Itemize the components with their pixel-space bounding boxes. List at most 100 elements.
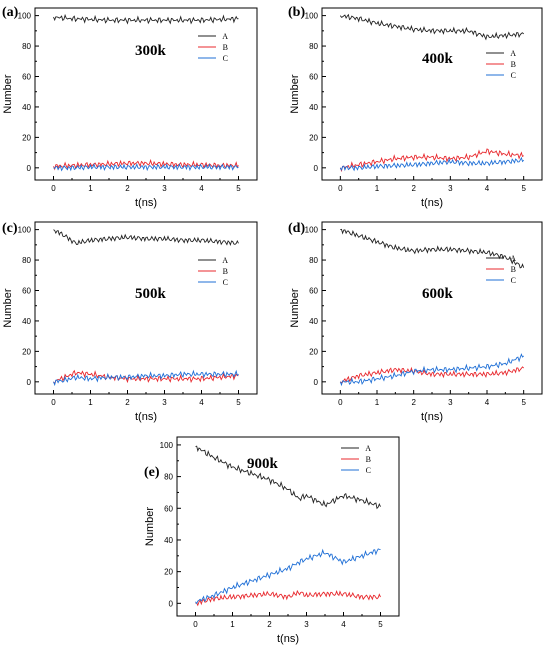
plot-frame <box>321 221 543 395</box>
x-tick-label: 1 <box>88 184 93 193</box>
panel-400k: 0 1 2 3 4 5 0 20 40 60 80 100 t(ns) Number (b) 400k ABC <box>288 5 543 209</box>
temperature-label: 500k <box>135 286 167 302</box>
legend-label-B: B <box>223 43 228 52</box>
x-tick-label: 4 <box>485 398 490 407</box>
temperature-label: 300k <box>135 43 167 59</box>
x-tick-label: 1 <box>375 398 380 407</box>
y-tick-label: 80 <box>309 256 318 265</box>
panel-300k: 0 1 2 3 4 5 0 20 40 60 80 100 t(ns) Number (a) 300k ABC <box>2 5 258 209</box>
y-tick-label: 40 <box>22 103 31 112</box>
legend-label-C: C <box>511 71 516 80</box>
y-tick-label: 60 <box>309 286 318 295</box>
legend-label-A: A <box>222 32 228 41</box>
series-B-line <box>339 148 524 173</box>
temperature-label: 400k <box>422 51 454 67</box>
y-tick-label: 0 <box>169 599 174 608</box>
x-axis-label: t(ns) <box>277 633 299 645</box>
y-tick-label: 40 <box>309 317 318 326</box>
x-tick-label: 3 <box>304 620 309 629</box>
panel-label: (a) <box>2 5 19 20</box>
x-tick-label: 4 <box>485 184 490 193</box>
y-tick-label: 60 <box>22 72 31 81</box>
x-tick-label: 2 <box>411 184 416 193</box>
y-axis-label: Number <box>289 74 301 113</box>
y-tick-label: 20 <box>22 347 31 356</box>
series-B-line <box>195 589 381 607</box>
y-tick-label: 100 <box>18 226 32 235</box>
x-tick-label: 2 <box>125 184 130 193</box>
x-tick-label: 2 <box>125 398 130 407</box>
series-C-line <box>53 369 239 387</box>
series-B-line <box>340 366 525 383</box>
x-tick-label: 2 <box>267 620 272 629</box>
legend-label-B: B <box>511 60 516 69</box>
y-tick-label: 20 <box>164 568 173 577</box>
y-tick-label: 40 <box>22 317 31 326</box>
panel-900k: 0 1 2 3 4 5 0 20 40 60 80 100 t(ns) Number (e) 900k ABC <box>144 436 400 645</box>
legend-label-C: C <box>366 466 371 475</box>
plot-frame <box>34 221 258 395</box>
y-tick-label: 0 <box>314 164 319 173</box>
series-C-line <box>195 548 381 605</box>
legend-label-B: B <box>366 455 371 464</box>
y-tick-label: 20 <box>309 347 318 356</box>
y-tick-label: 60 <box>164 504 173 513</box>
series-C-line <box>339 353 525 387</box>
x-tick-label: 5 <box>521 398 526 407</box>
x-tick-label: 4 <box>199 398 204 407</box>
series-A-line <box>195 445 381 510</box>
y-tick-label: 80 <box>309 42 318 51</box>
legend-label-A: A <box>510 49 516 58</box>
legend-label-C: C <box>511 276 516 285</box>
x-tick-label: 3 <box>448 398 453 407</box>
x-axis-label: t(ns) <box>421 197 443 209</box>
x-tick-label: 0 <box>193 620 198 629</box>
y-tick-label: 40 <box>309 103 318 112</box>
x-axis-label: t(ns) <box>135 197 157 209</box>
panel-label: (d) <box>288 221 305 236</box>
y-tick-label: 80 <box>22 42 31 51</box>
y-tick-label: 40 <box>164 536 173 545</box>
x-tick-label: 3 <box>162 184 167 193</box>
x-tick-label: 5 <box>521 184 526 193</box>
x-tick-label: 4 <box>199 184 204 193</box>
y-tick-label: 100 <box>305 226 319 235</box>
legend-label-A: A <box>510 254 516 263</box>
x-axis-label: t(ns) <box>135 411 157 423</box>
x-tick-label: 2 <box>411 398 416 407</box>
legend-label-B: B <box>223 267 228 276</box>
y-axis-label: Number <box>144 507 156 546</box>
x-tick-label: 0 <box>338 398 343 407</box>
panel-label: (b) <box>288 5 305 20</box>
x-tick-label: 0 <box>51 398 56 407</box>
legend-label-A: A <box>222 256 228 265</box>
temperature-label: 600k <box>422 286 454 302</box>
y-tick-label: 20 <box>309 133 318 142</box>
x-axis-label: t(ns) <box>421 411 443 423</box>
x-tick-label: 0 <box>51 184 56 193</box>
y-tick-label: 100 <box>305 12 319 21</box>
series-A-line <box>339 13 525 41</box>
series-B-line <box>53 369 239 385</box>
panel-label: (c) <box>2 221 18 236</box>
series-A-line <box>340 228 525 269</box>
panel-label: (e) <box>144 465 160 480</box>
y-axis-label: Number <box>2 288 14 327</box>
series-A-line <box>53 229 239 246</box>
temperature-label: 900k <box>247 456 279 472</box>
y-tick-label: 0 <box>27 378 32 387</box>
y-axis-label: Number <box>2 74 14 113</box>
y-tick-label: 80 <box>22 256 31 265</box>
x-tick-label: 1 <box>230 620 235 629</box>
y-axis-label: Number <box>289 288 301 327</box>
x-tick-label: 5 <box>236 398 241 407</box>
x-tick-label: 1 <box>88 398 93 407</box>
y-tick-label: 100 <box>160 441 174 450</box>
panel-500k: 0 1 2 3 4 5 0 20 40 60 80 100 t(ns) Number (c) 500k ABC <box>2 221 258 423</box>
y-tick-label: 0 <box>27 164 32 173</box>
x-tick-label: 0 <box>338 184 343 193</box>
legend-label-C: C <box>223 54 228 63</box>
x-tick-label: 1 <box>375 184 380 193</box>
y-tick-label: 60 <box>22 286 31 295</box>
